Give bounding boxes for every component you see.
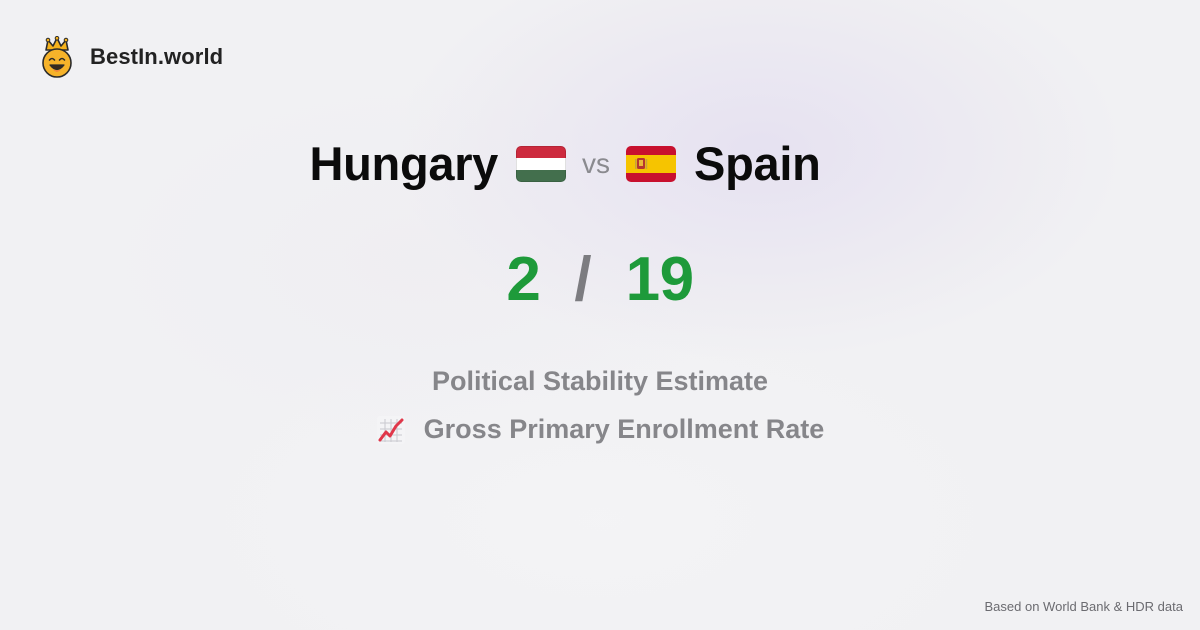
metric-secondary-label: Gross Primary Enrollment Rate — [423, 414, 825, 444]
left-country-name: Hungary — [309, 137, 499, 190]
metric-primary-label: Political Stability Estimate — [431, 366, 769, 396]
hungary-flag-icon — [516, 145, 567, 182]
source-note: Based on World Bank & HDR data — [984, 599, 1183, 614]
spain-flag-icon — [626, 145, 677, 182]
metric-secondary: Gross Primary Enrollment Rate — [0, 414, 1200, 445]
score-separator: / — [574, 245, 592, 314]
left-score: 2 — [506, 245, 541, 314]
brand[interactable]: BestIn.world — [38, 36, 223, 78]
chart-increasing-icon — [376, 415, 405, 444]
brand-name: BestIn.world — [90, 44, 224, 69]
comparison-title: Hungary vs Spain — [0, 136, 1165, 191]
right-score: 19 — [625, 245, 694, 314]
vs-label: vs — [582, 147, 611, 179]
metric-primary: Political Stability Estimate — [0, 366, 1200, 397]
crown-smiley-icon — [42, 36, 72, 78]
score-row: 2 / 19 — [0, 244, 1200, 315]
right-country-name: Spain — [694, 137, 821, 190]
